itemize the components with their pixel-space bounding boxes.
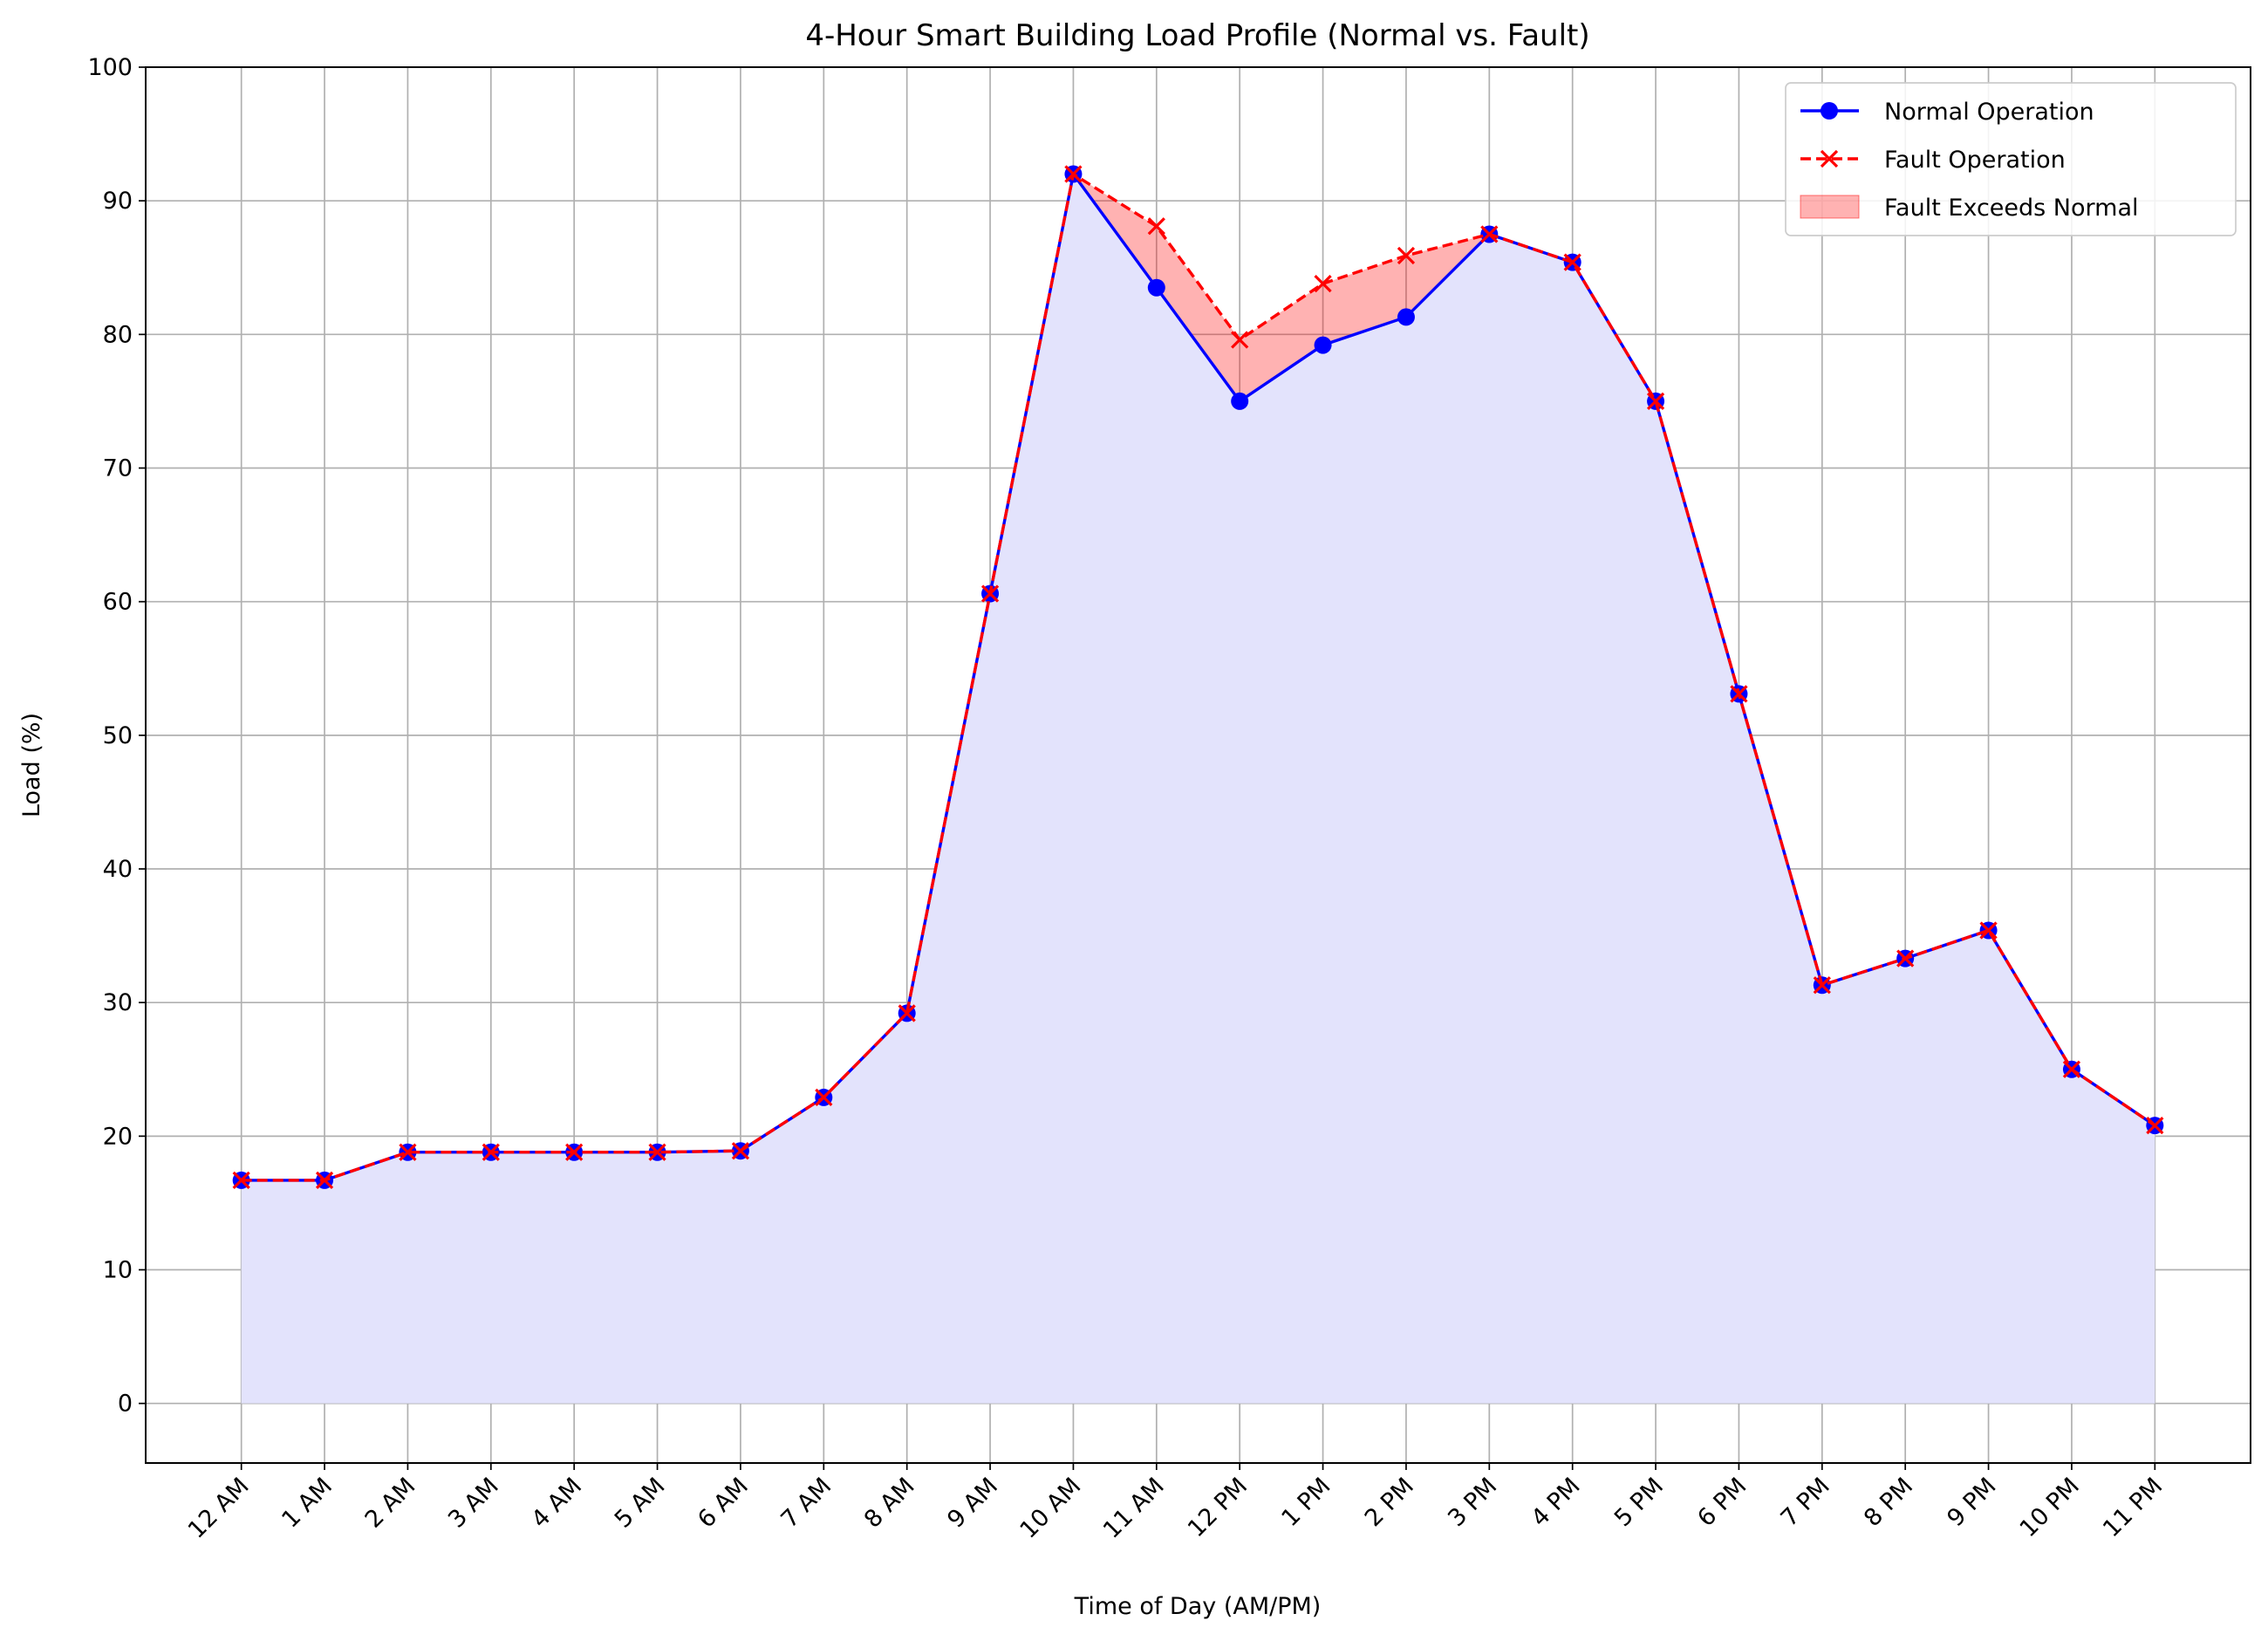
x-tick-label: 3 AM [443, 1473, 504, 1534]
point [980, 585, 1000, 603]
x-tick-label: 5 AM [610, 1473, 671, 1534]
point [1563, 253, 1581, 271]
point [399, 1143, 417, 1161]
x-tick-label: 7 AM [776, 1473, 837, 1534]
point [1231, 392, 1249, 410]
point [2062, 1060, 2081, 1078]
x-tick-label: 9 PM [1942, 1473, 2001, 1532]
x-tick-label: 6 AM [693, 1473, 754, 1534]
y-tick-label: 0 [118, 1391, 133, 1418]
point [1979, 921, 1998, 940]
x-tick-label: 7 PM [1776, 1473, 1835, 1532]
x-tick-label: 5 PM [1609, 1473, 1669, 1532]
x-axis-label: Time of Day (AM/PM) [1074, 1593, 1322, 1620]
fault-exceeds-fill [1156, 226, 1240, 401]
point [1147, 217, 1165, 236]
normal-area [241, 174, 2155, 1404]
chart-title: 4-Hour Smart Building Load Profile (Norm… [805, 18, 1589, 53]
y-tick-label: 90 [103, 188, 133, 215]
x-tick-label: 8 PM [1859, 1473, 1918, 1532]
y-axis-label: Load (%) [18, 713, 45, 817]
y-tick-label: 100 [87, 54, 133, 81]
y-tick-label: 50 [103, 722, 133, 749]
plot-frame [145, 66, 2251, 1464]
legend-swatch [1800, 195, 1860, 219]
legend-label: Fault Operation [1884, 147, 2066, 174]
x-tick-label: 12 PM [1183, 1473, 1253, 1542]
legend-label: Normal Operation [1884, 99, 2094, 126]
y-tick-label: 80 [103, 321, 133, 348]
point [232, 1171, 250, 1190]
y-tick-label: 20 [103, 1123, 133, 1150]
point [1314, 275, 1332, 293]
series-line [241, 171, 2156, 1182]
x-tick-label: 9 AM [942, 1473, 1003, 1534]
x-tick-label: 2 PM [1360, 1473, 1419, 1532]
y-tick-label: 40 [103, 856, 133, 883]
legend-box [1785, 82, 2237, 236]
x-tick-label: 3 PM [1443, 1473, 1502, 1532]
x-tick-label: 4 AM [526, 1473, 587, 1534]
x-tick-label: 1 AM [277, 1473, 338, 1534]
legend-marker [1820, 149, 1839, 168]
point [1813, 976, 1831, 995]
y-tick-label: 60 [103, 589, 133, 616]
y-tick-label: 10 [103, 1257, 133, 1284]
legend-marker [1821, 102, 1838, 120]
point [1064, 165, 1083, 183]
fault-exceeds-fill [1240, 284, 1323, 401]
x-tick-label: 10 AM [1015, 1473, 1087, 1544]
point [1397, 308, 1415, 326]
x-tick-label: 2 AM [360, 1473, 421, 1534]
x-tick-label: 10 PM [2015, 1473, 2085, 1542]
x-tick-label: 8 AM [859, 1473, 920, 1534]
legend-label: Fault Exceeds Normal [1884, 195, 2139, 222]
x-tick-label: 6 PM [1692, 1473, 1752, 1532]
point [315, 1171, 334, 1190]
x-tick-label: 1 PM [1276, 1473, 1336, 1532]
point [731, 1142, 750, 1160]
point [1480, 225, 1499, 243]
point [1730, 685, 1748, 703]
x-tick-label: 11 AM [1098, 1473, 1170, 1544]
y-tick-label: 30 [103, 989, 133, 1016]
point [1896, 949, 1915, 967]
point [1231, 331, 1249, 349]
y-tick-label: 70 [103, 455, 133, 482]
point [648, 1143, 666, 1161]
point [482, 1143, 500, 1161]
point [565, 1143, 584, 1161]
point [1147, 278, 1165, 297]
point [1397, 246, 1416, 265]
point [1314, 336, 1332, 354]
x-tick-label: 12 AM [183, 1473, 255, 1544]
point [898, 1004, 916, 1022]
point [2146, 1116, 2164, 1135]
x-tick-label: 4 PM [1527, 1473, 1586, 1532]
point [815, 1088, 833, 1107]
x-tick-label: 11 PM [2098, 1473, 2168, 1542]
point [1646, 392, 1665, 411]
